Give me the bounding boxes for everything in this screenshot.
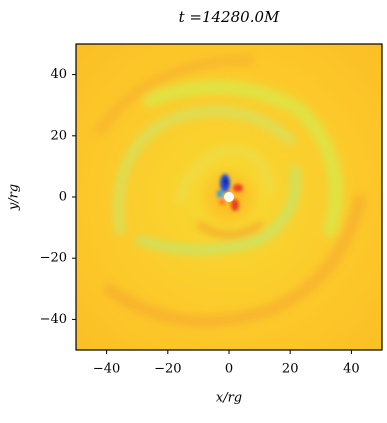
y-tick-label: −20 [40,251,67,266]
x-axis-label: x/rg [216,391,242,406]
x-tick-label: 20 [282,362,299,377]
x-tick-label: 40 [343,362,360,377]
y-tick-label: −40 [40,312,67,327]
y-tick-label: 40 [50,67,67,82]
y-tick-label: 0 [59,190,67,205]
x-tick-label: −40 [93,362,120,377]
x-tick-label: 0 [225,362,233,377]
x-tick-label: −20 [154,362,181,377]
field [76,44,382,350]
chart-title: t =14280.0M [179,8,280,26]
y-tick-label: 20 [50,128,67,143]
y-axis-label: y/rg [7,184,22,211]
